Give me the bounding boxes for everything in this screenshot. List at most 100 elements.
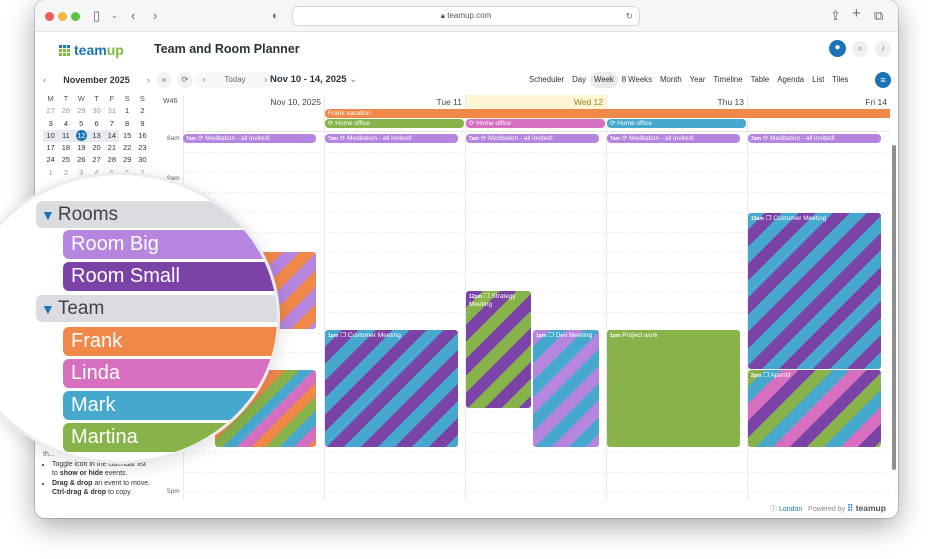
mini-day[interactable]: 3 <box>79 167 84 177</box>
all-day-event[interactable]: ⟳ Home office <box>607 119 746 128</box>
mini-day[interactable]: 5 <box>79 118 84 128</box>
scrollbar-thumb[interactable] <box>892 145 896 470</box>
mini-day[interactable]: 17 <box>46 143 55 153</box>
mini-day[interactable]: 29 <box>122 155 132 165</box>
maximize-window-button[interactable] <box>71 12 80 21</box>
mini-day[interactable]: 10 <box>43 129 59 143</box>
address-bar[interactable]: 🔒︎ teamup.com ↻ <box>292 6 640 26</box>
calendar-event[interactable]: 7am ⟳ Meditation - all invited! <box>748 134 881 143</box>
mini-day[interactable]: 28 <box>107 155 116 165</box>
calendar-event[interactable]: 1pm ❐ Customer Meeting <box>325 330 458 447</box>
tab-table[interactable]: Table <box>750 75 770 84</box>
tab-month[interactable]: Month <box>659 75 682 84</box>
timezone-link[interactable]: London <box>778 506 803 513</box>
day-header[interactable]: Thu 13 <box>717 97 744 107</box>
mini-day[interactable]: 20 <box>92 143 101 153</box>
calendar-item-room-small[interactable]: Room Small <box>63 262 277 291</box>
mini-day[interactable]: 6 <box>94 118 99 128</box>
mini-day[interactable]: 13 <box>88 129 105 143</box>
mini-day[interactable]: 2 <box>140 106 145 116</box>
next-period-button[interactable]: › <box>264 75 267 84</box>
calendar-event[interactable]: 1pm Project work <box>607 330 740 447</box>
mini-day[interactable]: 11 <box>58 129 74 143</box>
day-column[interactable] <box>465 95 606 500</box>
mini-day[interactable]: 25 <box>61 155 71 165</box>
prev-month-button[interactable]: ‹ <box>43 75 46 85</box>
tabs-icon[interactable]: ⧉ <box>874 8 884 23</box>
tab-scheduler[interactable]: Scheduler <box>529 75 565 84</box>
mini-day[interactable]: 28 <box>61 106 71 116</box>
mini-day[interactable]: 18 <box>61 143 71 153</box>
mini-day[interactable]: 2 <box>63 167 69 177</box>
mini-day[interactable]: 24 <box>46 155 55 165</box>
sidebar-icon[interactable]: ▯ <box>93 8 101 23</box>
hamburger-menu-icon[interactable]: ≡ <box>875 72 891 88</box>
mini-day[interactable]: 29 <box>77 106 86 116</box>
calendar-event[interactable]: 7am ⟳ Meditation - all invited! <box>183 134 316 143</box>
search-icon[interactable]: ⌕ <box>852 41 868 57</box>
teamup-logo[interactable]: teamup <box>59 42 124 58</box>
date-range-picker[interactable]: Nov 10 - 14, 2025 ⌄ <box>270 74 357 85</box>
share-icon[interactable]: ⇪ <box>830 8 841 23</box>
mini-day[interactable]: 14 <box>104 129 120 143</box>
calendar-event[interactable]: 10am ❐ Customer Meeting <box>748 213 881 369</box>
back-icon[interactable]: ‹ <box>131 8 136 23</box>
calendar-item-room-big[interactable]: Room Big <box>63 230 277 259</box>
mini-day[interactable]: 3 <box>48 118 53 128</box>
shield-icon[interactable]: ◐ <box>272 10 279 22</box>
mini-day[interactable]: 7 <box>109 118 114 128</box>
calendar-group-rooms[interactable]: ▼ Rooms <box>36 201 277 228</box>
forward-icon[interactable]: › <box>153 8 158 23</box>
user-icon[interactable]: ● <box>829 40 846 57</box>
calendar-event[interactable]: 7am ⟳ Meditation - all invited! <box>607 134 740 143</box>
calendar-item-martina[interactable]: Martina <box>63 423 277 452</box>
prev-period-button[interactable]: ‹ <box>203 75 206 84</box>
minimize-window-button[interactable] <box>58 12 67 21</box>
teamup-footer-logo[interactable]: ⠿ teamup <box>847 503 886 513</box>
mini-day[interactable]: 4 <box>94 167 99 177</box>
calendar-item-linda[interactable]: Linda <box>63 359 277 388</box>
all-day-event[interactable]: Frank vacation <box>325 109 890 118</box>
calendar-group-team[interactable]: ▼ Team <box>36 295 277 322</box>
day-header[interactable]: Fri 14 <box>865 97 887 107</box>
day-column[interactable] <box>606 95 747 500</box>
calendar-event[interactable]: 1pm ❐ Dev Meeting <box>533 330 599 447</box>
mini-day[interactable]: 4 <box>63 118 69 128</box>
day-header[interactable]: Tue 11 <box>436 97 462 107</box>
mini-day[interactable]: 21 <box>107 143 116 153</box>
tab-timeline[interactable]: Timeline <box>713 75 743 84</box>
mini-day[interactable]: 19 <box>77 143 86 153</box>
calendar-event[interactable]: 7am ⟳ Meditation - all invited! <box>466 134 599 143</box>
today-button[interactable]: Today <box>224 75 246 84</box>
tab-8-weeks[interactable]: 8 Weeks <box>621 75 652 84</box>
calendar-event[interactable]: 12pm ❐ Strategy Meeting <box>466 291 531 408</box>
refresh-button[interactable]: ⟳ <box>177 72 193 88</box>
calendar-event[interactable]: 2pm ❐ Aperitif <box>748 370 881 447</box>
mini-day[interactable]: 1 <box>48 167 53 177</box>
mini-day[interactable]: 27 <box>46 106 55 116</box>
info-icon[interactable]: i <box>875 41 891 57</box>
tab-week[interactable]: Week <box>589 72 618 88</box>
mini-day[interactable]: 1 <box>125 106 130 116</box>
day-header[interactable]: Nov 10, 2025 <box>270 97 321 107</box>
mini-day[interactable]: 22 <box>122 143 132 153</box>
all-day-event[interactable]: ⟳ Home office <box>325 119 464 128</box>
mini-day[interactable]: 15 <box>122 130 132 140</box>
mini-day[interactable]: 8 <box>125 118 130 128</box>
tab-tiles[interactable]: Tiles <box>832 75 849 84</box>
mini-day-today[interactable]: 12 <box>73 129 89 143</box>
mini-day[interactable]: 7 <box>140 167 145 177</box>
mini-day[interactable]: 27 <box>92 155 101 165</box>
calendar-item-frank[interactable]: Frank <box>63 327 277 356</box>
mini-day[interactable]: 23 <box>138 143 147 153</box>
day-column[interactable] <box>324 95 465 500</box>
close-window-button[interactable] <box>45 12 54 21</box>
mini-day[interactable]: 9 <box>140 118 145 128</box>
day-header-today[interactable]: Wed 12 <box>573 97 603 107</box>
mini-day[interactable]: 26 <box>77 155 86 165</box>
mini-day[interactable]: 30 <box>92 106 101 116</box>
mini-day[interactable]: 30 <box>138 155 147 165</box>
new-tab-icon[interactable]: + <box>852 5 861 22</box>
tab-year[interactable]: Year <box>689 75 706 84</box>
tab-list[interactable]: List <box>812 75 825 84</box>
